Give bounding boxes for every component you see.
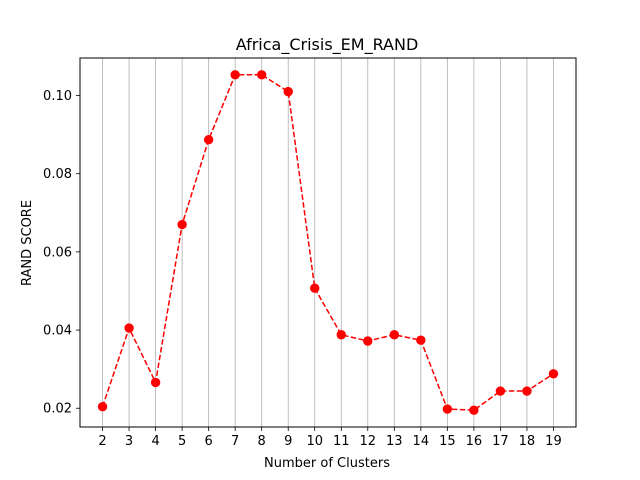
- data-point: [416, 335, 426, 345]
- data-point: [548, 369, 559, 379]
- series-line: [101, 74, 554, 411]
- x-tick-label: 14: [413, 434, 430, 449]
- y-tick-label: 0.04: [43, 324, 72, 339]
- x-tick-label: 16: [466, 434, 483, 449]
- y-tick-label: 0.10: [43, 89, 72, 104]
- y-tick-label: 0.08: [43, 167, 72, 182]
- x-tick-label: 4: [151, 434, 159, 449]
- data-point: [97, 401, 108, 412]
- x-tick-label: 7: [231, 434, 239, 449]
- x-tick-label: 17: [492, 434, 509, 449]
- data-point: [177, 219, 187, 230]
- x-tick-label: 9: [284, 434, 292, 449]
- x-tick-label: 5: [178, 434, 186, 449]
- data-point: [522, 386, 532, 396]
- x-tick-label: 19: [545, 434, 562, 449]
- x-tick-label: 13: [386, 434, 403, 449]
- data-point: [495, 386, 506, 396]
- data-point: [230, 70, 240, 80]
- data-point: [150, 377, 161, 388]
- plot-area-frame: [79, 57, 577, 428]
- x-axis-ticks: 2 3 4 5 6 7 8 9 10 11 12 13 14 15 16 17 18 19: [98, 427, 562, 449]
- y-axis-label: RAND SCORE: [20, 200, 35, 286]
- x-tick-label: 10: [306, 434, 323, 449]
- x-axis-label: Number of Clusters: [264, 456, 390, 471]
- y-axis-ticks: 0.02 0.04 0.06 0.08 0.10: [43, 89, 80, 417]
- data-point: [203, 134, 214, 145]
- data-point: [124, 323, 134, 333]
- data-point: [310, 283, 320, 293]
- y-tick-label: 0.06: [43, 245, 72, 260]
- chart-title: Africa_Crisis_EM_RAND: [236, 35, 419, 55]
- x-tick-label: 2: [98, 434, 106, 449]
- data-point: [363, 336, 373, 346]
- data-point: [336, 330, 346, 340]
- x-tick-label: 3: [125, 434, 133, 449]
- x-tick-label: 11: [333, 434, 350, 449]
- data-point: [283, 86, 293, 97]
- x-tick-label: 18: [519, 434, 536, 449]
- x-tick-label: 6: [205, 434, 213, 449]
- data-point: [469, 405, 479, 415]
- grid-lines: [102, 58, 554, 427]
- x-tick-label: 15: [439, 434, 456, 449]
- data-point: [442, 404, 453, 414]
- x-tick-label: 8: [258, 434, 266, 449]
- y-tick-label: 0.02: [43, 402, 72, 417]
- data-point: [256, 70, 267, 80]
- data-series: [97, 70, 559, 415]
- x-tick-label: 12: [360, 434, 377, 449]
- data-point: [389, 330, 400, 340]
